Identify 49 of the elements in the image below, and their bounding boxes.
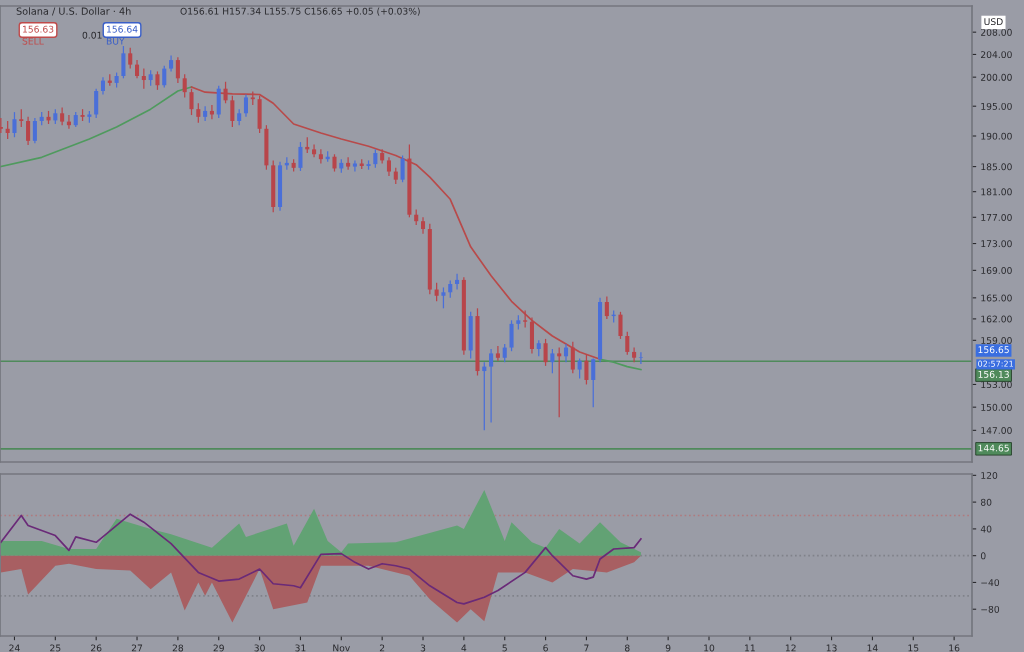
candlestick — [271, 159, 276, 213]
candlestick — [557, 346, 562, 418]
candlestick — [543, 338, 548, 367]
candlestick — [12, 111, 17, 138]
candlestick — [94, 88, 99, 119]
candlestick — [591, 357, 596, 408]
candlestick — [128, 47, 133, 70]
candlestick — [625, 331, 630, 356]
candlestick — [434, 282, 439, 302]
candlestick — [420, 216, 426, 235]
candlestick — [121, 45, 126, 79]
candlestick — [216, 85, 221, 119]
candlestick — [318, 148, 323, 165]
candlestick — [203, 105, 208, 122]
candlestick — [182, 73, 187, 99]
candlestick — [550, 348, 555, 374]
candlestick — [502, 343, 507, 363]
candlestick — [618, 311, 623, 340]
candlestick — [455, 273, 460, 291]
candlestick — [196, 102, 201, 124]
candlestick — [529, 316, 534, 355]
candlestick — [257, 95, 262, 134]
candlestick — [489, 348, 494, 424]
candlestick — [134, 59, 140, 79]
candlestick — [468, 311, 473, 360]
candlestick — [175, 56, 180, 84]
candlestick — [373, 148, 378, 169]
candlestick — [346, 156, 351, 171]
candlestick — [352, 159, 357, 173]
candlestick — [441, 286, 446, 309]
candlestick — [509, 319, 514, 352]
candlestick — [162, 65, 167, 89]
candlestick — [312, 143, 317, 158]
candlestick — [243, 93, 249, 118]
candlestick — [155, 70, 160, 91]
candlestick — [604, 295, 609, 320]
candlestick — [638, 351, 643, 365]
candlestick — [26, 116, 31, 146]
candlestick — [495, 345, 500, 362]
candlestick — [277, 161, 283, 212]
candlestick — [230, 95, 235, 128]
candlestick — [5, 120, 10, 140]
candlestick — [298, 141, 303, 172]
candlestick — [386, 156, 392, 177]
candlestick — [264, 124, 269, 171]
candlestick — [400, 154, 405, 183]
candlestick — [141, 67, 146, 90]
candlestick — [577, 357, 582, 380]
candlestick — [32, 117, 37, 144]
